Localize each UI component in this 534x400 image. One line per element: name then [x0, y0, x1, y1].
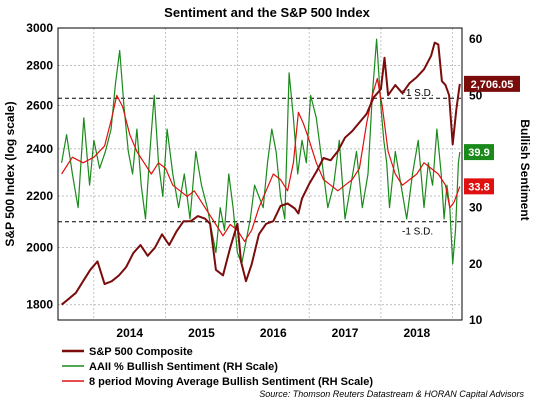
right-tick-label: 30	[469, 201, 483, 215]
left-tick-label: 1800	[26, 298, 53, 312]
right-tick-label: 60	[469, 32, 483, 46]
value-badge-label: 39.9	[468, 147, 489, 159]
x-tick-label: 2018	[403, 326, 430, 340]
value-badge	[464, 75, 520, 92]
value-badge-label: 33.8	[468, 181, 489, 193]
series-line	[61, 38, 461, 265]
value-badge	[464, 144, 494, 161]
series-line	[60, 41, 461, 306]
right-axis-title: Bullish Sentiment	[518, 119, 532, 220]
x-tick-label: 2016	[260, 326, 287, 340]
legend-label: 8 period Moving Average Bullish Sentimen…	[89, 376, 373, 388]
x-tick-label: 2014	[116, 326, 143, 340]
left-tick-label: 2000	[26, 241, 53, 255]
x-axis-ticks: 2014 2015 2016 2017 2018	[116, 326, 430, 340]
legend-label: S&P 500 Composite	[89, 346, 193, 358]
value-badge	[464, 178, 494, 195]
legend: S&P 500 Composite AAII % Bullish Sentimen…	[62, 346, 373, 388]
x-tick-label: 2017	[332, 326, 359, 340]
value-badge-label: 2,706.05	[471, 79, 514, 91]
right-tick-label: 50	[469, 88, 483, 102]
right-tick-label: 20	[469, 257, 483, 271]
left-tick-label: 2200	[26, 189, 53, 203]
chart-title: Sentiment and the S&P 500 Index	[164, 5, 370, 20]
current-value-badges: 2,706.05 39.9 33.8	[464, 75, 520, 195]
left-axis-ticks: 1800 2000 2200 2400 2600 2800 3000	[26, 21, 53, 312]
gridlines	[58, 28, 462, 320]
left-tick-label: 3000	[26, 21, 53, 35]
series-line	[61, 77, 461, 242]
left-tick-label: 2800	[26, 58, 53, 72]
left-tick-label: 2400	[26, 142, 53, 156]
left-tick-label: 2600	[26, 99, 53, 113]
reference-line-label: +1 S.D.	[400, 88, 434, 99]
plot-frame	[57, 27, 463, 321]
left-axis-title: S&P 500 Index (log scale)	[3, 101, 17, 246]
right-tick-label: 10	[469, 313, 483, 327]
reference-line-label: -1 S.D.	[402, 227, 433, 238]
series-group	[60, 38, 461, 306]
x-tick-label: 2015	[188, 326, 215, 340]
legend-label: AAII % Bullish Sentiment (RH Scale)	[89, 361, 278, 373]
reference-lines: +1 S.D. -1 S.D.	[58, 88, 462, 238]
source-note: Source: Thomson Reuters Datastream & HOR…	[259, 389, 524, 399]
